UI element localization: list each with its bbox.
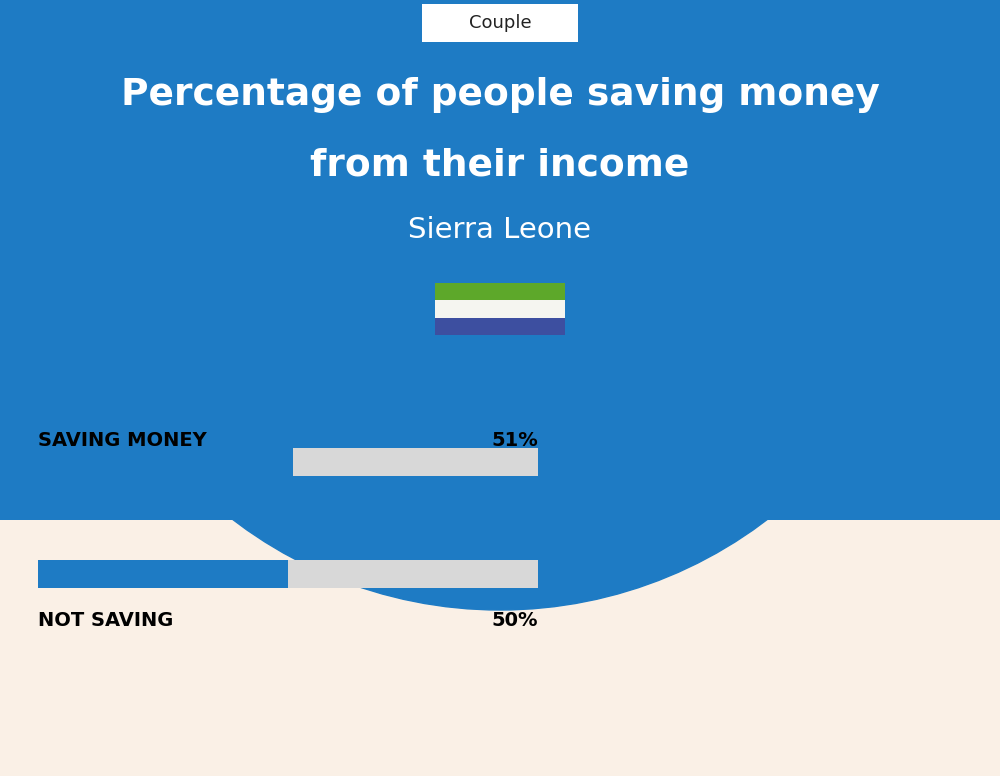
Text: NOT SAVING: NOT SAVING [38,611,173,630]
Bar [38,560,288,588]
FancyBboxPatch shape [422,4,578,42]
Bar [0,0,1000,520]
Bar [435,317,565,335]
Text: Percentage of people saving money: Percentage of people saving money [121,77,879,113]
Bar [435,300,565,317]
Text: 51%: 51% [491,431,538,451]
Text: SAVING MONEY: SAVING MONEY [38,431,207,451]
Circle shape [60,0,940,610]
Bar [38,560,538,588]
Bar [38,448,293,476]
Text: 50%: 50% [492,611,538,630]
Text: from their income: from their income [310,147,690,183]
Bar [435,283,565,300]
Text: Sierra Leone: Sierra Leone [409,216,592,244]
Bar [38,448,538,476]
Text: Couple: Couple [469,14,531,32]
